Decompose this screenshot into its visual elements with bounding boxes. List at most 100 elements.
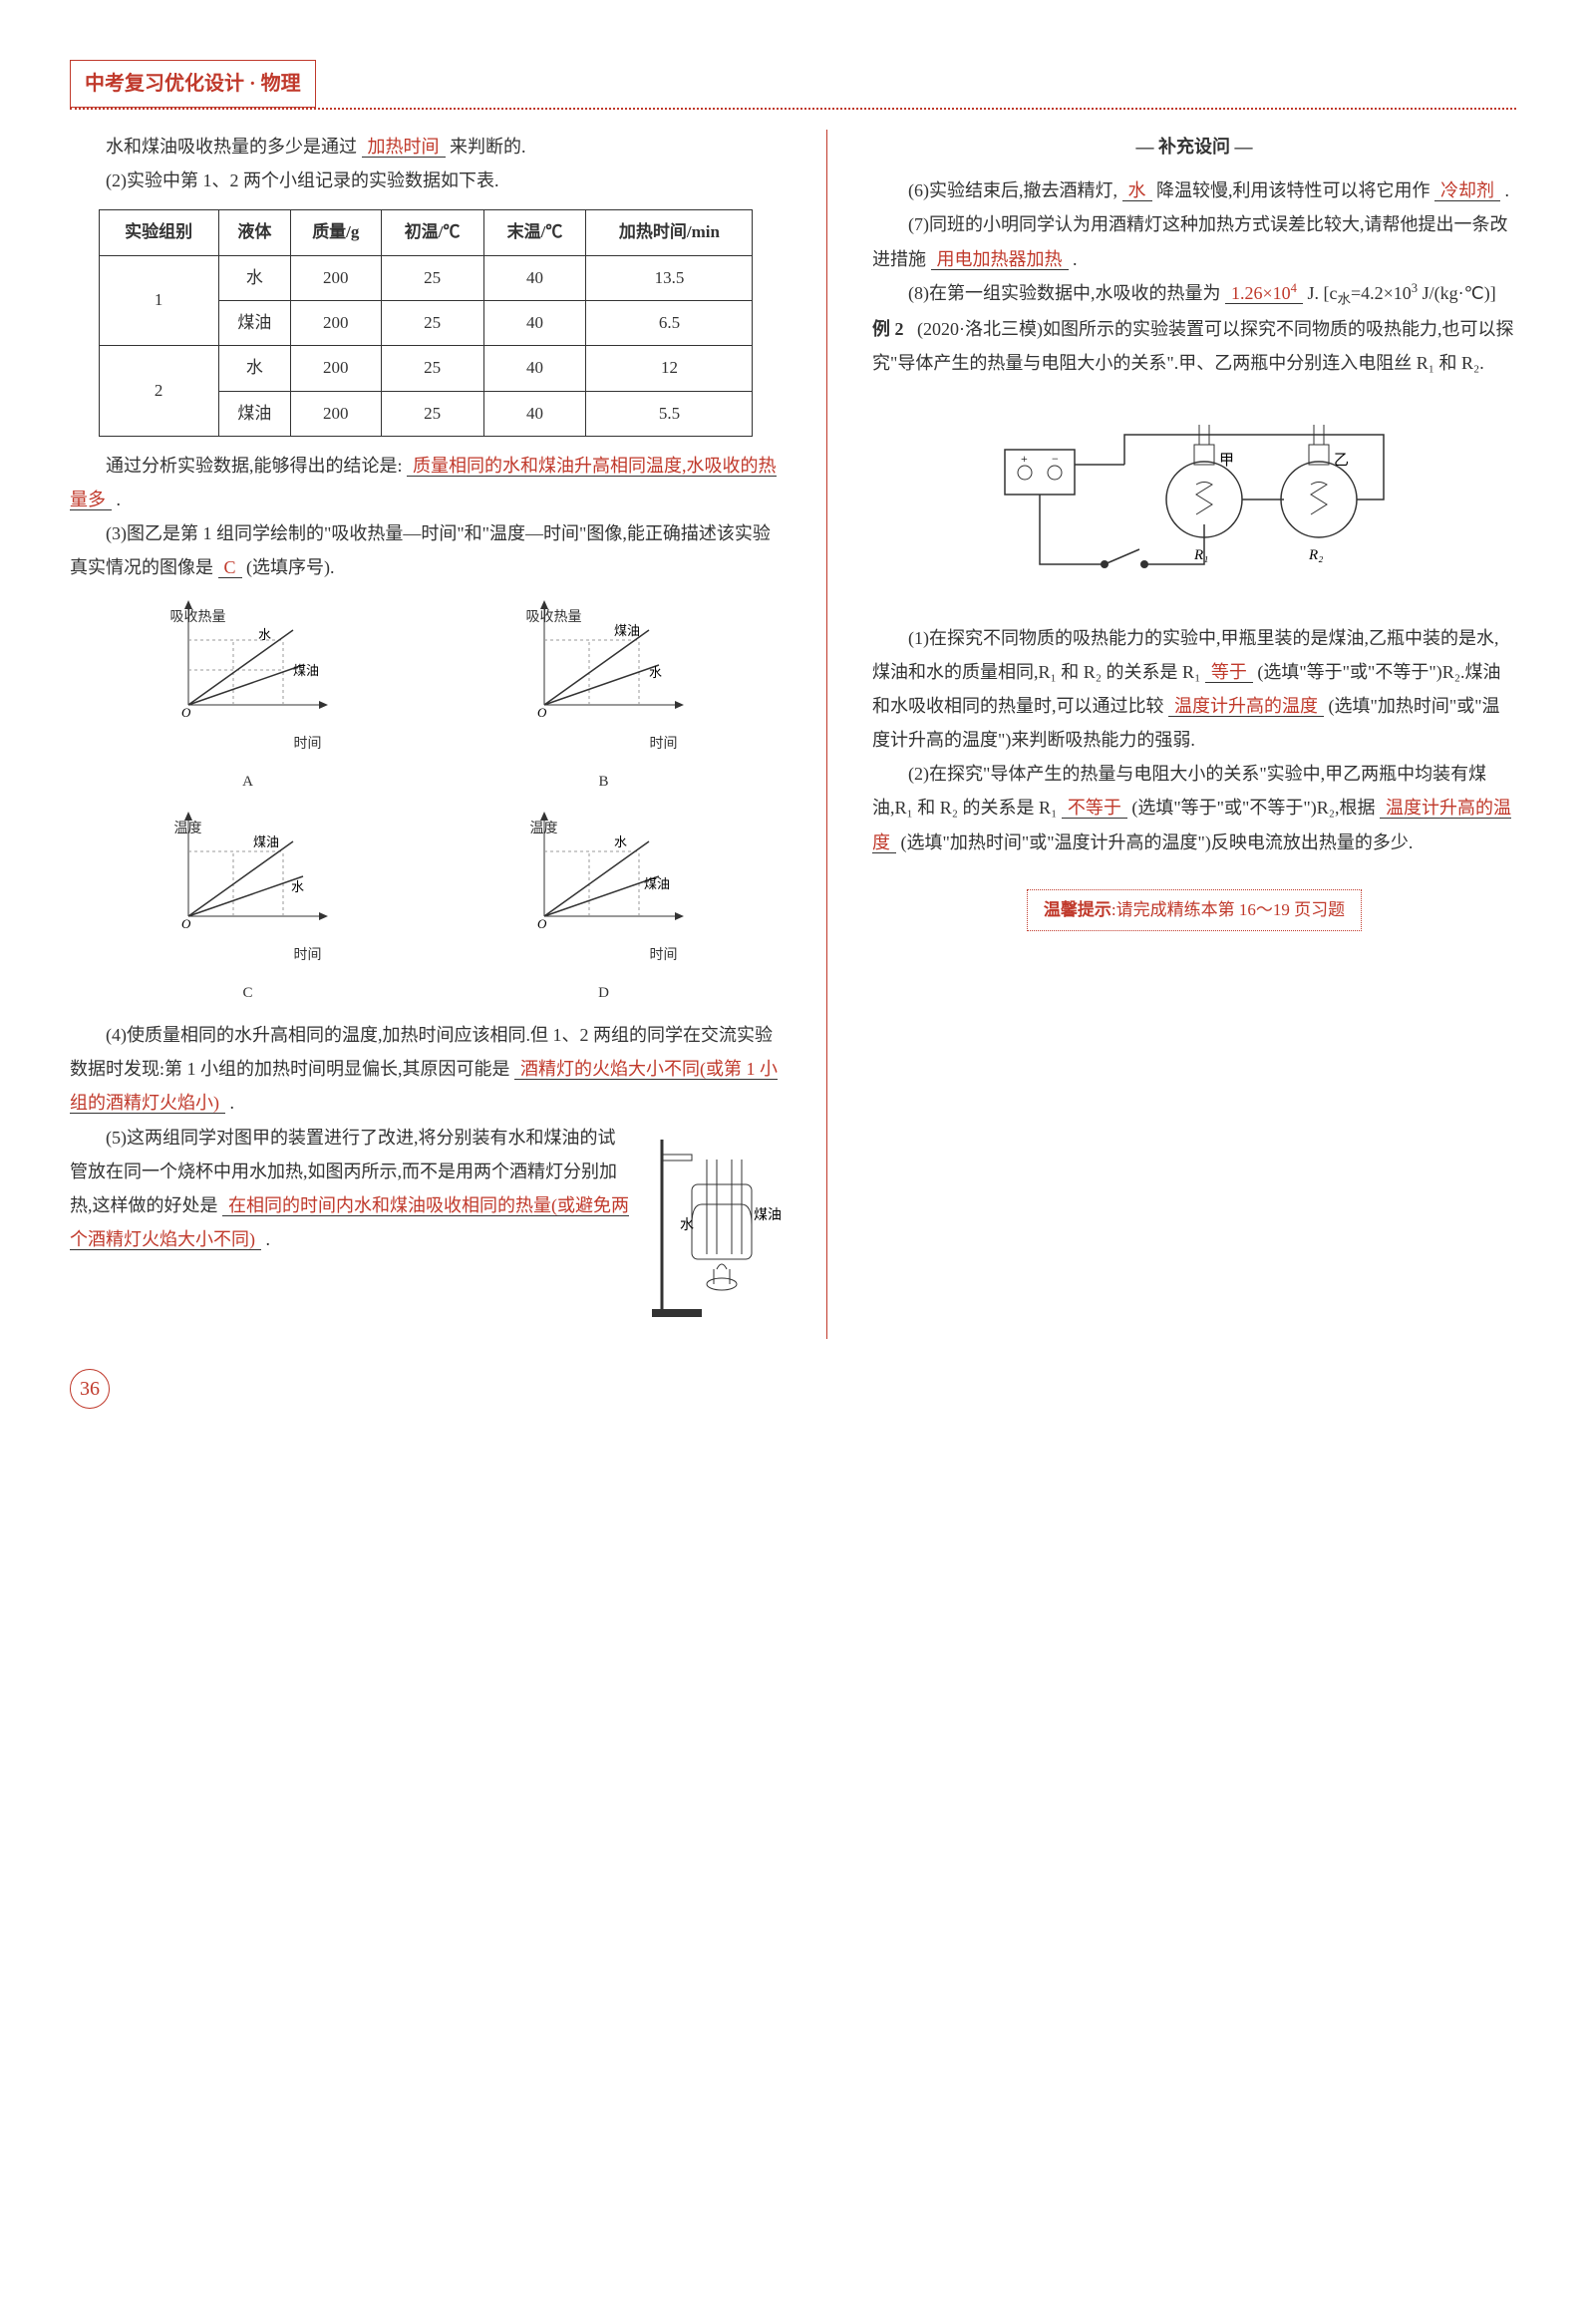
- th: 液体: [218, 210, 290, 255]
- label: 水: [680, 1217, 694, 1233]
- label: R₂: [1308, 547, 1323, 563]
- label: 甲: [1219, 453, 1234, 469]
- chart-row-1: 水 煤油 O 吸收热量 时间 A: [70, 595, 782, 797]
- example-2: 例 2 (2020·洛北三模)如图所示的实验装置可以探究不同物质的吸热能力,也可…: [872, 312, 1516, 380]
- para-r8: (8)在第一组实验数据中,水吸收的热量为 1.26×104 J. [c水=4.2…: [872, 276, 1516, 312]
- left-column: 水和煤油吸收热量的多少是通过 加热时间 来判断的. (2)实验中第 1、2 两个…: [70, 130, 782, 1339]
- chart-D: 水 煤油 O 温度 时间 D: [519, 807, 689, 1008]
- para-3: 通过分析实验数据,能够得出的结论是: 质量相同的水和煤油升高相同温度,水吸收的热…: [70, 449, 782, 516]
- th: 末温/℃: [483, 210, 586, 255]
- td: 40: [483, 255, 586, 300]
- td: 40: [483, 300, 586, 345]
- text: 来判断的.: [450, 137, 526, 157]
- para-r7: (7)同班的小明同学认为用酒精灯这种加热方式误差比较大,请帮他提出一条改进措施 …: [872, 207, 1516, 275]
- subscript: 水: [1337, 291, 1351, 306]
- label-oil: 煤油: [293, 663, 319, 678]
- para-2: (2)实验中第 1、2 两个小组记录的实验数据如下表.: [70, 164, 782, 197]
- svg-text:+: +: [1021, 452, 1028, 466]
- td: 5.5: [586, 391, 753, 436]
- td: 25: [381, 346, 483, 391]
- answer-blank: 等于: [1205, 662, 1253, 683]
- text: .: [1505, 180, 1510, 200]
- text: .: [230, 1093, 235, 1113]
- td: 水: [218, 255, 290, 300]
- chart-row-2: 煤油 水 O 温度 时间 C: [70, 807, 782, 1008]
- footer-text: :请完成精练本第 16～19 页习题: [1111, 900, 1345, 919]
- header-title: 中考复习优化设计 · 物理: [70, 60, 316, 108]
- para-r6: (6)实验结束后,撤去酒精灯, 水 降温较慢,利用该特性可以将它用作 冷却剂 .: [872, 173, 1516, 207]
- chart-label-B: B: [519, 768, 689, 797]
- footer-note: 温馨提示:请完成精练本第 16～19 页习题: [872, 889, 1516, 931]
- th: 质量/g: [290, 210, 381, 255]
- para-5: (4)使质量相同的水升高相同的温度,加热时间应该相同.但 1、2 两组的同学在交…: [70, 1018, 782, 1121]
- y-axis-label: 吸收热量: [114, 605, 283, 632]
- text: (2020·洛北三模)如图所示的实验装置可以探究不同物质的吸热能力,也可以探究"…: [872, 319, 1513, 373]
- column-divider: [826, 130, 827, 1339]
- text: (选填序号).: [246, 557, 335, 577]
- label: 乙: [1334, 453, 1349, 469]
- svg-text:−: −: [1052, 452, 1059, 466]
- answer-blank: 冷却剂: [1434, 180, 1500, 201]
- label-water: 水: [291, 879, 304, 894]
- answer-blank: C: [218, 557, 242, 578]
- label-water: 水: [649, 665, 662, 680]
- th: 实验组别: [99, 210, 218, 255]
- answer-blank: 不等于: [1062, 798, 1127, 819]
- td: 200: [290, 255, 381, 300]
- example-label: 例 2: [872, 319, 904, 339]
- x-axis-label: 时间: [579, 732, 749, 759]
- td: 煤油: [218, 300, 290, 345]
- td: 200: [290, 300, 381, 345]
- td: 水: [218, 346, 290, 391]
- circuit-diagram: + − 甲 R₁: [872, 395, 1516, 605]
- svg-text:O: O: [181, 916, 191, 931]
- apparatus-diagram: 水 煤油: [642, 1125, 782, 1335]
- y-axis-label: 温度: [104, 817, 273, 843]
- chart-A: 水 煤油 O 吸收热量 时间 A: [163, 595, 333, 797]
- label: R₁: [1193, 547, 1208, 563]
- supplement-title: — 补充设问 —: [872, 130, 1516, 164]
- chart-label-A: A: [163, 768, 333, 797]
- para-6-wrapper: 水 煤油 (5)这两组同学对图甲的装置进行了改进,将分别装有水和煤油的试管放在同…: [70, 1121, 782, 1339]
- text: J/(kg·℃)]: [1418, 283, 1496, 303]
- x-axis-label: 时间: [223, 943, 393, 970]
- para-1: 水和煤油吸收热量的多少是通过 加热时间 来判断的.: [70, 130, 782, 164]
- text: (选填"加热时间"或"温度计升高的温度")反映电流放出热量的多少.: [901, 832, 1414, 852]
- question-1: (1)在探究不同物质的吸热能力的实验中,甲瓶里装的是煤油,乙瓶中装的是水,煤油和…: [872, 621, 1516, 758]
- table-row: 1 水 200 25 40 13.5: [99, 255, 753, 300]
- chart-label-D: D: [519, 979, 689, 1008]
- td: 12: [586, 346, 753, 391]
- table-row: 2 水 200 25 40 12: [99, 346, 753, 391]
- chart-C: 煤油 水 O 温度 时间 C: [163, 807, 333, 1008]
- y-axis-label: 吸收热量: [470, 605, 639, 632]
- page-number: 36: [70, 1369, 1516, 1409]
- svg-text:O: O: [537, 916, 547, 931]
- footer-box: 温馨提示:请完成精练本第 16～19 页习题: [1027, 889, 1362, 931]
- label: 煤油: [754, 1207, 782, 1223]
- table-header-row: 实验组别 液体 质量/g 初温/℃ 末温/℃ 加热时间/min: [99, 210, 753, 255]
- text: (8)在第一组实验数据中,水吸收的热量为: [908, 283, 1221, 303]
- text: (6)实验结束后,撤去酒精灯,: [908, 180, 1117, 200]
- x-axis-label: 时间: [579, 943, 749, 970]
- answer-blank: 用电加热器加热: [931, 249, 1069, 270]
- text: 1.26×10: [1231, 283, 1291, 303]
- th: 初温/℃: [381, 210, 483, 255]
- td: 25: [381, 255, 483, 300]
- y-axis-label: 温度: [460, 817, 629, 843]
- text: .: [117, 490, 122, 509]
- content-columns: 水和煤油吸收热量的多少是通过 加热时间 来判断的. (2)实验中第 1、2 两个…: [70, 130, 1516, 1339]
- question-2: (2)在探究"导体产生的热量与电阻大小的关系"实验中,甲乙两瓶中均装有煤油,R₁…: [872, 757, 1516, 859]
- text: (选填"等于"或"不等于")R₂,根据: [1131, 798, 1375, 818]
- right-column: — 补充设问 — (6)实验结束后,撤去酒精灯, 水 降温较慢,利用该特性可以将…: [872, 130, 1516, 1339]
- th: 加热时间/min: [586, 210, 753, 255]
- footer-label: 温馨提示: [1044, 900, 1111, 919]
- page-header: 中考复习优化设计 · 物理: [70, 60, 1516, 110]
- page-number-value: 36: [70, 1369, 110, 1409]
- x-axis-label: 时间: [223, 732, 393, 759]
- text: .: [266, 1229, 271, 1249]
- td: 1: [99, 255, 218, 346]
- answer-blank: 加热时间: [362, 137, 446, 158]
- text: (3)图乙是第 1 组同学绘制的"吸收热量—时间"和"温度—时间"图像,能正确描…: [70, 523, 771, 577]
- para-4: (3)图乙是第 1 组同学绘制的"吸收热量—时间"和"温度—时间"图像,能正确描…: [70, 516, 782, 584]
- text: J. [c: [1307, 283, 1337, 303]
